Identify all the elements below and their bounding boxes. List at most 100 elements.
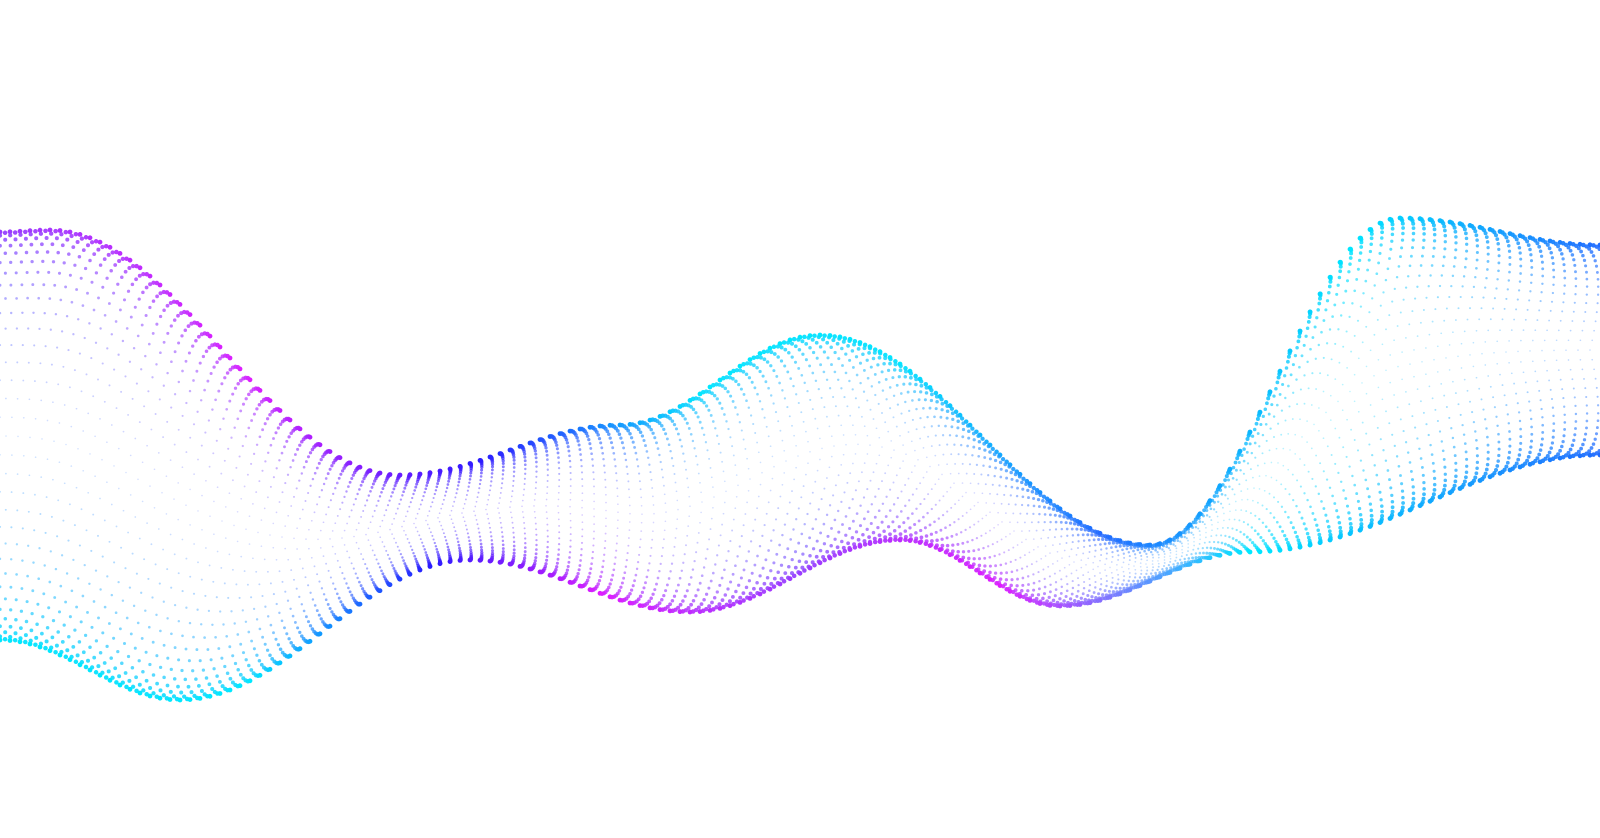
particle-dot xyxy=(771,344,777,350)
particle-dot xyxy=(835,341,840,346)
particle-dot xyxy=(98,651,103,655)
particle-dot xyxy=(193,543,195,545)
particle-dot xyxy=(1583,320,1585,323)
particle-dot xyxy=(406,510,409,513)
particle-dot xyxy=(1497,247,1501,252)
particle-dot xyxy=(1365,432,1368,435)
particle-dot xyxy=(523,488,526,491)
particle-dot xyxy=(704,441,708,444)
particle-dot xyxy=(706,548,709,551)
particle-dot xyxy=(383,514,386,517)
particle-dot xyxy=(599,575,603,579)
particle-dot xyxy=(1448,369,1451,371)
particle-dot xyxy=(565,568,570,572)
particle-dot xyxy=(1325,478,1329,481)
particle-dot xyxy=(23,236,28,241)
particle-dot xyxy=(197,334,201,339)
particle-dot xyxy=(534,522,537,525)
particle-dot xyxy=(191,669,195,673)
particle-dot xyxy=(1000,538,1003,541)
particle-dot xyxy=(852,545,858,550)
particle-dot xyxy=(1443,233,1448,238)
particle-dot xyxy=(1574,404,1577,408)
particle-dot xyxy=(999,571,1003,575)
particle-dot xyxy=(198,361,202,365)
particle-dot xyxy=(1233,493,1236,496)
particle-dot xyxy=(478,531,481,534)
particle-dot xyxy=(209,658,213,662)
particle-dot xyxy=(356,576,359,580)
particle-dot xyxy=(870,503,874,506)
particle-dot xyxy=(1408,403,1411,406)
particle-dot xyxy=(83,633,88,638)
particle-dot xyxy=(752,363,756,368)
particle-dot xyxy=(697,531,700,534)
particle-dot xyxy=(872,347,878,352)
particle-dot xyxy=(1070,527,1074,531)
particle-dot xyxy=(347,485,350,488)
particle-dot xyxy=(660,424,664,428)
particle-dot xyxy=(437,476,441,480)
particle-dot xyxy=(67,252,71,256)
particle-dot xyxy=(1337,275,1342,280)
particle-dot xyxy=(1205,551,1209,555)
particle-dot xyxy=(717,377,723,383)
particle-dot xyxy=(1054,581,1058,584)
particle-dot xyxy=(5,435,7,437)
particle-dot xyxy=(1567,339,1570,342)
particle-dot xyxy=(319,547,322,549)
particle-dot xyxy=(993,554,996,558)
particle-dot xyxy=(1411,415,1414,418)
particle-dot xyxy=(381,487,385,491)
particle-dot xyxy=(769,569,773,573)
particle-dot xyxy=(791,336,797,342)
particle-dot xyxy=(512,455,516,459)
particle-dot xyxy=(831,338,836,343)
particle-dot xyxy=(662,593,666,598)
particle-dot xyxy=(1572,438,1576,443)
particle-dot xyxy=(1284,396,1287,400)
particle-dot xyxy=(217,647,221,650)
particle-dot xyxy=(1454,392,1457,395)
particle-dot xyxy=(16,473,19,475)
particle-dot xyxy=(721,523,724,526)
particle-dot xyxy=(629,436,634,440)
particle-dot xyxy=(1109,566,1111,569)
particle-dot xyxy=(750,380,754,384)
particle-dot xyxy=(302,465,306,469)
particle-dot xyxy=(291,614,295,618)
particle-dot xyxy=(365,567,369,570)
particle-dot xyxy=(41,259,45,264)
particle-dot xyxy=(614,556,617,559)
particle-dot xyxy=(411,548,414,552)
particle-dot xyxy=(767,549,770,552)
particle-dot xyxy=(1469,400,1471,403)
particle-dot xyxy=(1317,343,1321,347)
particle-dot xyxy=(181,466,184,469)
particle-dot xyxy=(240,555,243,558)
particle-dot xyxy=(210,343,215,348)
particle-dot xyxy=(1353,439,1356,441)
particle-dot xyxy=(1411,496,1416,501)
particle-dot xyxy=(490,465,495,469)
particle-dot xyxy=(533,449,537,453)
particle-dot xyxy=(328,606,332,611)
particle-dot xyxy=(605,501,607,504)
particle-dot xyxy=(1016,521,1019,524)
particle-dot xyxy=(293,495,295,498)
particle-dot xyxy=(227,447,230,450)
particle-dot xyxy=(286,599,290,602)
particle-dot xyxy=(1345,504,1350,508)
particle-dot xyxy=(648,562,651,565)
particle-dot xyxy=(1180,542,1183,545)
particle-dot xyxy=(1329,419,1332,421)
particle-dot xyxy=(1373,464,1376,467)
particle-dot xyxy=(151,596,154,599)
particle-dot xyxy=(173,350,177,354)
particle-dot xyxy=(914,531,918,535)
particle-dot xyxy=(192,423,196,426)
particle-dot xyxy=(742,568,746,572)
particle-dot xyxy=(1042,529,1045,532)
particle-dot xyxy=(1007,503,1010,506)
particle-dot xyxy=(383,545,386,548)
